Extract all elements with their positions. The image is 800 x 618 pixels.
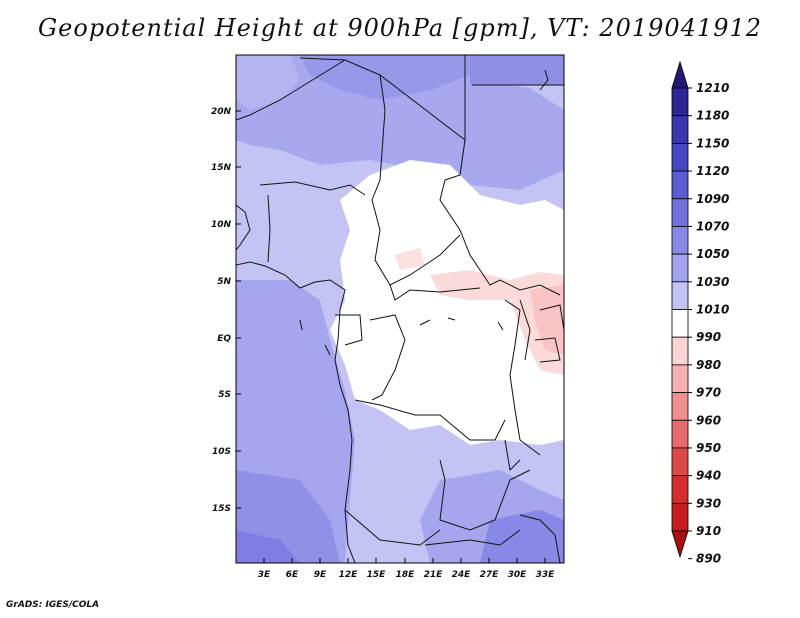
axis-ticks xyxy=(236,110,546,563)
colorbar-cells xyxy=(671,60,689,559)
lat-label: 15S xyxy=(212,504,231,514)
colorbar: 1210 1180 1150 1120 1090 1070 1050 1030 1010 990 9… xyxy=(671,60,729,566)
colorbar-label: 980 xyxy=(696,358,721,372)
field-1090-southwest xyxy=(236,530,300,563)
colorbar-cell xyxy=(671,170,689,200)
lat-label: 15N xyxy=(211,163,232,173)
colorbar-label: 910 xyxy=(696,524,721,538)
colorbar-label: 1150 xyxy=(696,136,729,150)
colorbar-cell xyxy=(671,419,689,449)
lon-label: 21E xyxy=(424,570,444,580)
colorbar-label: 930 xyxy=(696,496,721,510)
colorbar-cell xyxy=(671,364,689,393)
field-1010-central xyxy=(330,160,564,445)
field-990-west xyxy=(395,248,425,270)
lat-label: 10N xyxy=(211,220,232,230)
map-frame xyxy=(235,54,565,564)
lat-label: 10S xyxy=(212,447,231,457)
field-980-east xyxy=(530,285,564,355)
colorbar-label: 940 xyxy=(696,469,721,483)
colorbar-cell xyxy=(671,60,689,89)
colorbar-label: 960 xyxy=(696,413,721,427)
lon-labels: 3E 6E 9E 12E 15E 18E 21E 24E 27E 30E 33E xyxy=(258,570,555,580)
lon-label: 27E xyxy=(480,570,500,580)
colorbar-label: 1210 xyxy=(696,81,729,95)
colorbar-cell xyxy=(671,336,689,366)
colorbar-cell xyxy=(671,502,689,532)
colorbar-label: 1090 xyxy=(696,192,729,206)
colorbar-cell xyxy=(671,475,689,504)
colorbar-label: 1050 xyxy=(696,247,729,261)
lon-label: 30E xyxy=(508,570,528,580)
colorbar-cell xyxy=(671,447,689,477)
field-1040-northwest xyxy=(236,55,300,110)
height-field xyxy=(236,55,564,563)
field-990-east xyxy=(430,270,564,375)
lon-label: 3E xyxy=(258,570,271,580)
colorbar-cell xyxy=(671,309,689,338)
borders xyxy=(236,55,564,563)
lat-label: EQ xyxy=(217,334,231,344)
colorbar-cell xyxy=(671,253,689,283)
lon-label: 33E xyxy=(536,570,556,580)
map-title: Geopotential Height at 900hPa [gpm], VT:… xyxy=(38,14,762,42)
lon-label: 6E xyxy=(286,570,299,580)
credit-text: GrADS: IGES/COLA xyxy=(6,600,100,610)
colorbar-label: 1180 xyxy=(696,109,729,123)
lat-labels: 20N 15N 10N 5N EQ 5S 10S 15S xyxy=(211,107,232,514)
colorbar-cell xyxy=(671,530,689,559)
field-1050-north xyxy=(236,55,564,190)
colorbar-cell xyxy=(671,87,689,117)
colorbar-label: 970 xyxy=(696,386,721,400)
colorbar-cell xyxy=(671,226,689,255)
lon-label: 15E xyxy=(367,570,387,580)
lon-label: 18E xyxy=(396,570,416,580)
lat-label: 5S xyxy=(218,390,231,400)
colorbar-cell xyxy=(671,115,689,144)
colorbar-label: 1070 xyxy=(696,219,729,233)
lon-label: 24E xyxy=(452,570,472,580)
lat-label: 5N xyxy=(217,277,231,287)
field-1070-north xyxy=(300,55,470,100)
colorbar-label: 890 xyxy=(696,552,721,566)
field-1070-northeast xyxy=(470,55,564,85)
colorbar-cell xyxy=(671,392,689,421)
colorbar-cell xyxy=(671,281,689,310)
lat-label: 20N xyxy=(211,107,232,117)
lon-label: 12E xyxy=(339,570,359,580)
colorbar-cell xyxy=(671,142,689,172)
colorbar-label: 1010 xyxy=(696,303,729,317)
lon-label: 9E xyxy=(314,570,327,580)
colorbar-label: 1030 xyxy=(696,275,729,289)
colorbar-cell xyxy=(671,198,689,227)
colorbar-label: 990 xyxy=(696,330,721,344)
colorbar-label: 950 xyxy=(696,441,721,455)
colorbar-labels: 1210 1180 1150 1120 1090 1070 1050 1030 1010 990 9… xyxy=(688,81,729,566)
colorbar-label: 1120 xyxy=(696,164,729,178)
